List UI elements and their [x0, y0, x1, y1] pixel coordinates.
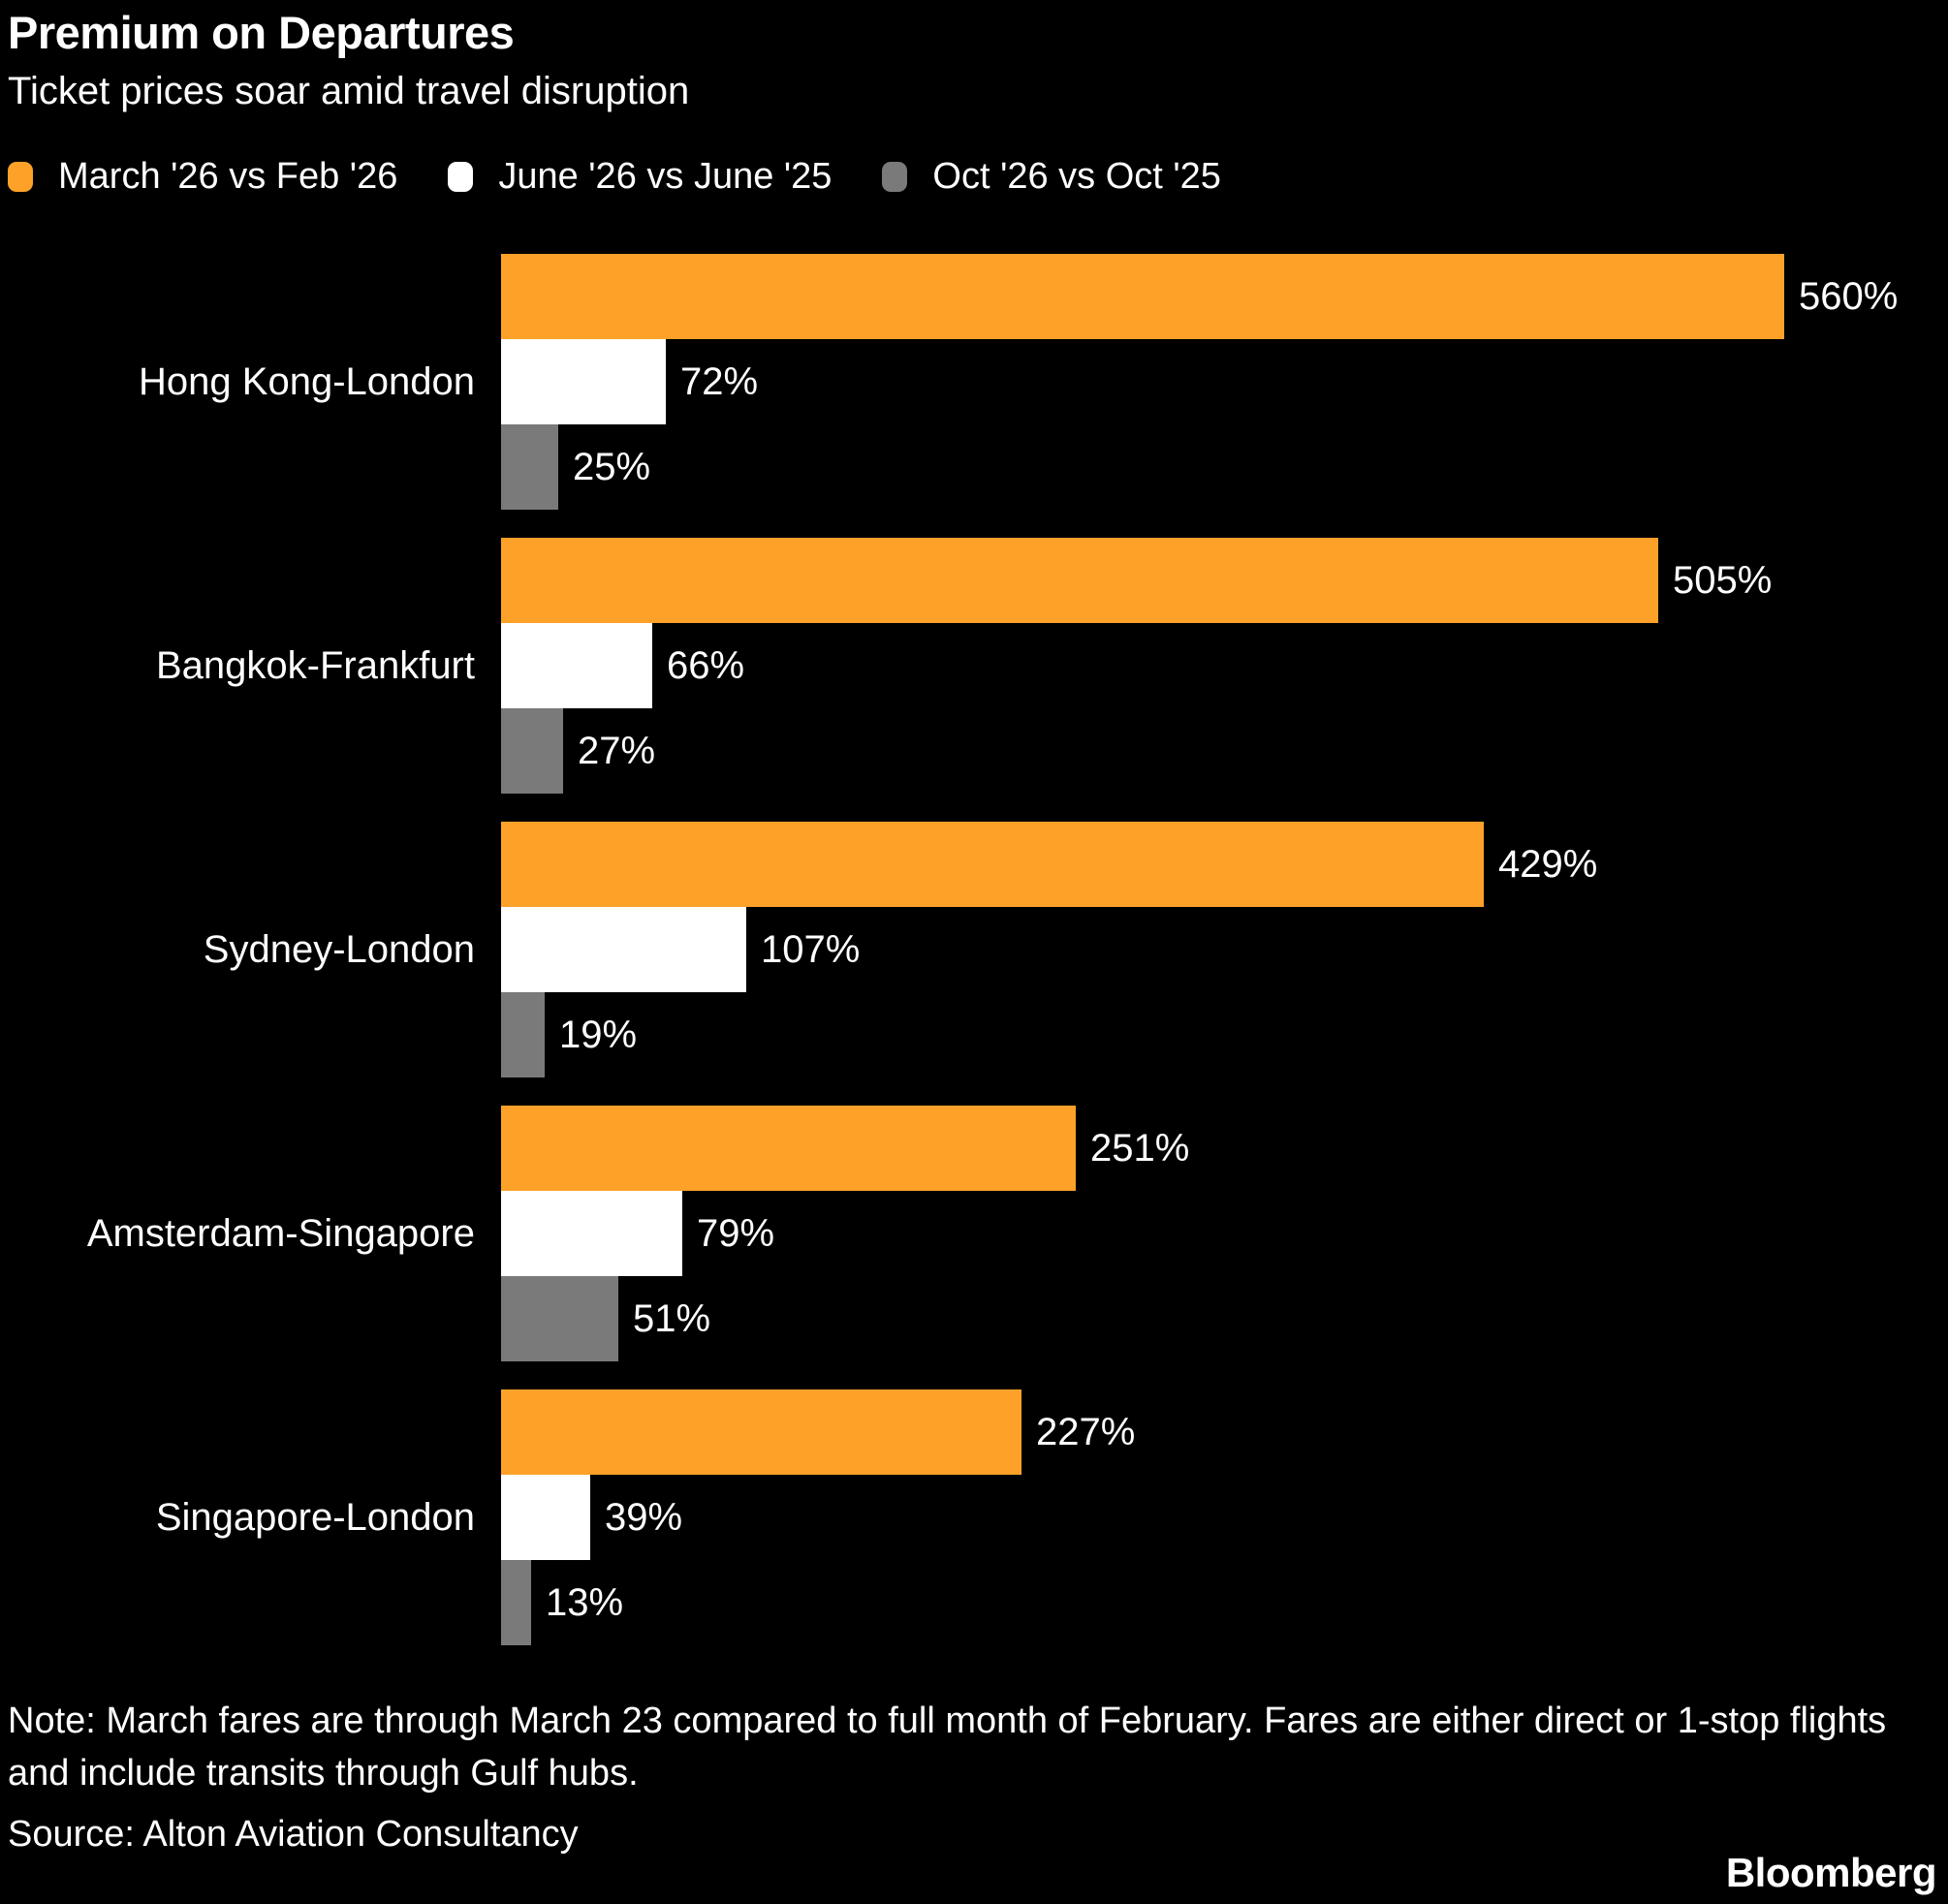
bar-row: 39%: [501, 1475, 1940, 1561]
value-label: 505%: [1673, 558, 1773, 602]
category-label: Bangkok-Frankfurt: [155, 644, 475, 688]
category-label: Sydney-London: [203, 928, 475, 972]
bar-group-4: Singapore-London 227% 39% 13%: [8, 1389, 1940, 1646]
bar-row: 72%: [501, 339, 1940, 425]
bar-series-0: [501, 254, 1784, 340]
value-label: 72%: [680, 359, 759, 403]
note-text: Note: March fares are through March 23 c…: [8, 1701, 1887, 1794]
value-label: 51%: [633, 1296, 711, 1340]
bar-series-0: [501, 1389, 1021, 1476]
bars-col: 429% 107% 19%: [501, 822, 1940, 1078]
bar-series-1: [501, 339, 666, 425]
bar-group-2: Sydney-London 429% 107% 19%: [8, 822, 1940, 1078]
value-label: 27%: [578, 729, 656, 772]
bar-row: 13%: [501, 1560, 1940, 1646]
bar-row: 25%: [501, 424, 1940, 511]
bar-series-1: [501, 907, 746, 993]
bar-series-0: [501, 538, 1658, 624]
legend-label: Oct '26 vs Oct '25: [932, 156, 1221, 198]
category-label-col: Singapore-London: [8, 1389, 501, 1645]
legend-item-2: Oct '26 vs Oct '25: [882, 158, 1221, 195]
bar-series-1: [501, 1191, 682, 1277]
bar-group-0: Hong Kong-London 560% 72% 25%: [8, 254, 1940, 511]
legend: March '26 vs Feb '26 June '26 vs June '25…: [8, 157, 1940, 196]
category-label-col: Bangkok-Frankfurt: [8, 538, 501, 794]
value-label: 560%: [1799, 274, 1899, 318]
value-label: 227%: [1036, 1410, 1136, 1453]
category-label-col: Sydney-London: [8, 822, 501, 1077]
value-label: 39%: [605, 1495, 683, 1539]
value-label: 66%: [667, 643, 745, 687]
bar-row: 560%: [501, 254, 1940, 340]
legend-label: June '26 vs June '25: [498, 156, 833, 198]
category-label-col: Hong Kong-London: [8, 254, 501, 510]
bar-row: 429%: [501, 822, 1940, 908]
bars-col: 560% 72% 25%: [501, 254, 1940, 511]
bar-group-3: Amsterdam-Singapore 251% 79% 51%: [8, 1106, 1940, 1362]
bar-series-2: [501, 1560, 531, 1646]
bar-row: 505%: [501, 538, 1940, 624]
bar-row: 251%: [501, 1106, 1940, 1192]
bar-series-2: [501, 424, 558, 511]
bar-series-0: [501, 822, 1484, 908]
bar-row: 107%: [501, 907, 1940, 993]
category-label-col: Amsterdam-Singapore: [8, 1106, 501, 1361]
legend-swatch-icon: [882, 161, 908, 192]
bars-col: 505% 66% 27%: [501, 538, 1940, 795]
legend-label: March '26 vs Feb '26: [58, 156, 398, 198]
value-label: 19%: [559, 1013, 638, 1056]
value-label: 79%: [697, 1211, 775, 1255]
legend-swatch-icon: [8, 161, 33, 192]
bar-row: 79%: [501, 1191, 1940, 1277]
legend-swatch-icon: [448, 161, 474, 192]
bar-row: 227%: [501, 1389, 1940, 1476]
bar-group-1: Bangkok-Frankfurt 505% 66% 27%: [8, 538, 1940, 795]
chart-subtitle: Ticket prices soar amid travel disruptio…: [8, 70, 690, 113]
category-label: Hong Kong-London: [139, 360, 475, 404]
value-label: 107%: [761, 927, 861, 971]
bar-series-2: [501, 992, 545, 1078]
bars-col: 227% 39% 13%: [501, 1389, 1940, 1646]
bar-chart: Hong Kong-London 560% 72% 25% Bangkok-Frankf…: [8, 254, 1940, 1646]
value-label: 429%: [1498, 842, 1598, 886]
bar-row: 27%: [501, 708, 1940, 795]
bar-series-2: [501, 708, 563, 795]
footer: Note: March fares are through March 23 c…: [8, 1696, 1940, 1860]
category-label: Singapore-London: [155, 1496, 475, 1540]
value-label: 25%: [573, 445, 651, 488]
bloomberg-logo: Bloomberg: [1725, 1850, 1937, 1895]
bar-series-0: [501, 1106, 1076, 1192]
source-text: Source: Alton Aviation Consultancy: [8, 1813, 579, 1855]
bar-row: 19%: [501, 992, 1940, 1078]
value-label: 13%: [546, 1580, 624, 1624]
value-label: 251%: [1090, 1126, 1190, 1170]
legend-item-0: March '26 vs Feb '26: [8, 158, 397, 195]
legend-item-1: June '26 vs June '25: [448, 158, 832, 195]
bar-row: 66%: [501, 623, 1940, 709]
chart-title: Premium on Departures: [8, 7, 515, 58]
bar-row: 51%: [501, 1276, 1940, 1362]
bar-series-2: [501, 1276, 618, 1362]
bars-col: 251% 79% 51%: [501, 1106, 1940, 1362]
category-label: Amsterdam-Singapore: [86, 1212, 475, 1256]
bar-series-1: [501, 1475, 590, 1561]
bar-series-1: [501, 623, 652, 709]
